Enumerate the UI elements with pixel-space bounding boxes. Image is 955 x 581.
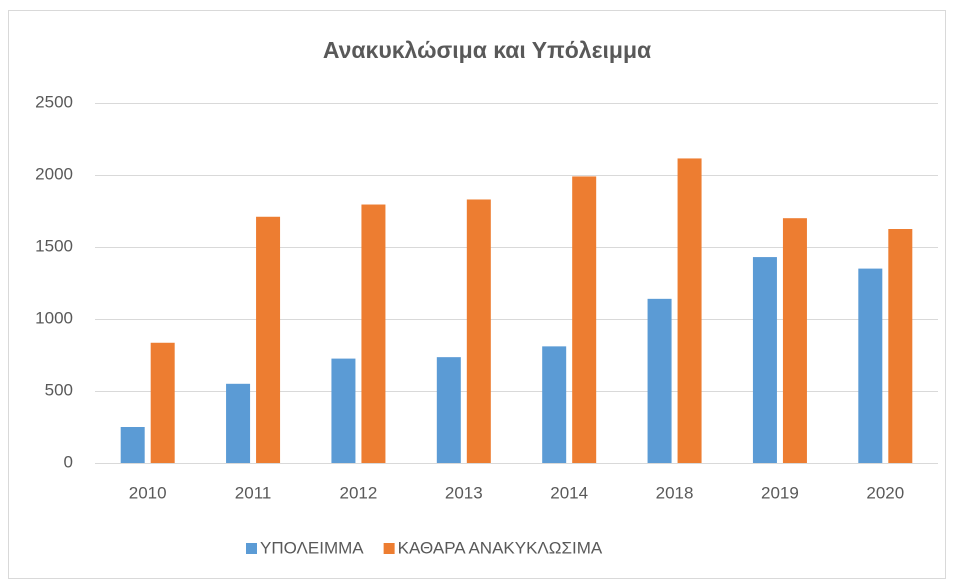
bar	[436, 357, 461, 463]
y-tick-label: 2000	[35, 164, 73, 183]
x-tick-label: 2012	[340, 483, 378, 502]
bar	[466, 199, 491, 464]
bar	[647, 298, 672, 463]
legend-label: ΥΠΟΛΕΙΜΜΑ	[260, 538, 364, 557]
x-tick-label: 2013	[445, 483, 483, 502]
y-tick-label: 1500	[35, 236, 73, 255]
bar	[120, 427, 145, 463]
bar	[256, 216, 281, 463]
x-tick-label: 2010	[129, 483, 167, 502]
bar	[888, 229, 913, 463]
legend-swatch	[383, 543, 395, 554]
x-tick-label: 2011	[235, 483, 272, 502]
bar	[572, 176, 597, 463]
legend-swatch	[246, 543, 257, 554]
y-tick-label: 0	[64, 452, 73, 471]
bar	[331, 358, 356, 463]
bar	[150, 342, 175, 463]
bar	[782, 218, 807, 463]
y-tick-label: 1000	[35, 308, 73, 327]
bar	[226, 383, 251, 463]
y-tick-label: 500	[45, 380, 73, 399]
bar	[752, 257, 777, 463]
chart-title: Ανακυκλώσιμα και Υπόλειμμα	[323, 37, 651, 63]
x-tick-label: 2018	[656, 483, 694, 502]
bar	[858, 268, 883, 463]
x-tick-label: 2014	[550, 483, 588, 502]
bar	[361, 204, 386, 463]
x-tick-label: 2019	[761, 483, 799, 502]
bar	[542, 346, 567, 463]
legend-label: ΚΑΘΑΡΑ ΑΝΑΚΥΚΛΩΣΙΜΑ	[398, 538, 603, 557]
y-tick-label: 2500	[35, 92, 73, 111]
bar	[677, 158, 702, 463]
x-tick-label: 2020	[866, 483, 904, 502]
